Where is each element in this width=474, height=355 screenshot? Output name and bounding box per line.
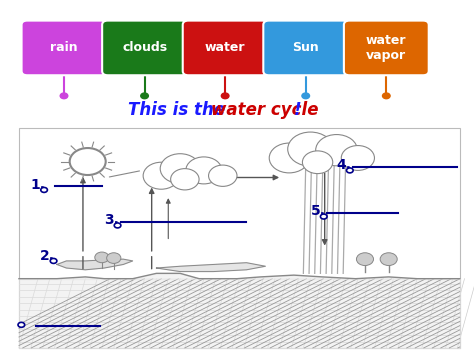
Text: !: ! — [294, 101, 301, 119]
FancyBboxPatch shape — [22, 21, 106, 75]
Circle shape — [60, 93, 68, 99]
Text: 4.: 4. — [337, 158, 352, 172]
Text: 5.: 5. — [310, 204, 326, 218]
Circle shape — [50, 258, 57, 263]
Circle shape — [316, 135, 357, 166]
Circle shape — [114, 223, 121, 228]
Text: water: water — [205, 42, 246, 54]
FancyBboxPatch shape — [182, 21, 267, 75]
Circle shape — [107, 253, 121, 263]
Polygon shape — [19, 279, 460, 348]
Circle shape — [380, 253, 397, 266]
Text: clouds: clouds — [122, 42, 167, 54]
Text: 3.: 3. — [104, 213, 119, 227]
Circle shape — [221, 93, 229, 99]
Text: 1.: 1. — [31, 178, 46, 192]
Circle shape — [95, 252, 109, 263]
Circle shape — [186, 157, 222, 184]
Circle shape — [160, 154, 200, 184]
Circle shape — [171, 169, 199, 190]
Text: water
vapor: water vapor — [366, 34, 407, 62]
FancyBboxPatch shape — [344, 21, 428, 75]
Polygon shape — [57, 259, 133, 270]
Circle shape — [320, 214, 327, 219]
Circle shape — [70, 148, 106, 175]
Circle shape — [143, 162, 179, 189]
Text: water cycle: water cycle — [211, 101, 319, 119]
Text: This is the: This is the — [128, 101, 231, 119]
FancyBboxPatch shape — [102, 21, 187, 75]
FancyBboxPatch shape — [19, 128, 460, 348]
Circle shape — [209, 165, 237, 186]
Circle shape — [346, 168, 353, 173]
Polygon shape — [156, 263, 265, 272]
Circle shape — [341, 146, 374, 170]
Circle shape — [356, 253, 374, 266]
Circle shape — [18, 322, 25, 327]
Circle shape — [288, 132, 333, 166]
Text: 2.: 2. — [40, 248, 55, 263]
Circle shape — [41, 187, 47, 192]
FancyBboxPatch shape — [264, 21, 348, 75]
Circle shape — [141, 93, 148, 99]
Text: Sun: Sun — [292, 42, 319, 54]
Circle shape — [302, 151, 333, 174]
Circle shape — [269, 143, 309, 173]
Text: rain: rain — [50, 42, 78, 54]
Circle shape — [302, 93, 310, 99]
Circle shape — [383, 93, 390, 99]
